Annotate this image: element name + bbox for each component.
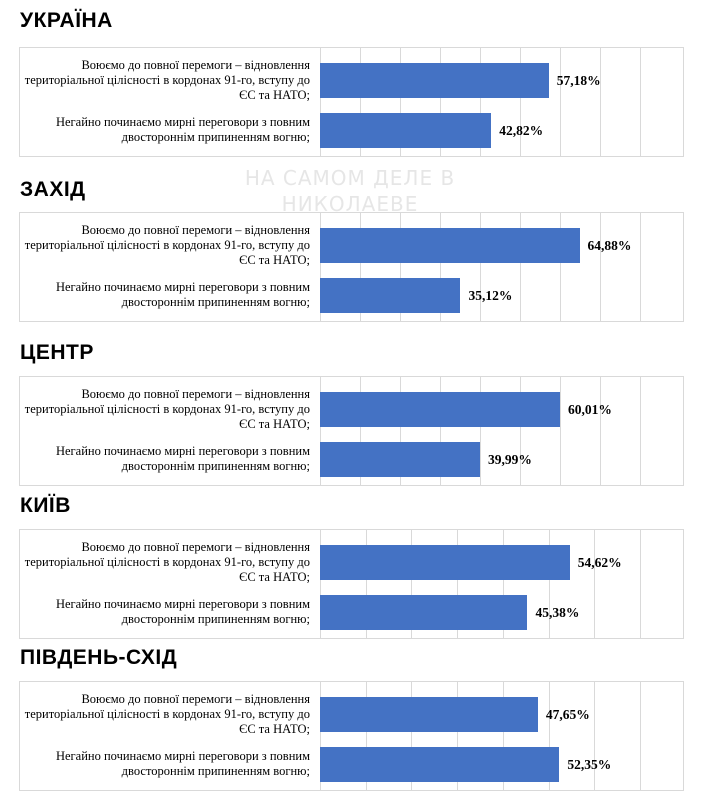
bar: [320, 113, 492, 148]
bar: [320, 595, 528, 630]
bar: [320, 228, 580, 263]
grid-line: [594, 682, 596, 790]
grid-line: [457, 530, 459, 638]
grid-line: [480, 48, 481, 156]
chart-title-1: ЗАХІД: [20, 178, 86, 201]
chart-title-4: ПІВДЕНЬ-СХІД: [20, 646, 178, 669]
chart-panel-2: Воюємо до повної перемоги – відновлення …: [19, 376, 684, 486]
grid-line: [560, 377, 561, 485]
value-label: 60,01%: [568, 402, 612, 417]
category-label: Негайно починаємо мирні переговори з пов…: [55, 597, 310, 626]
grid-line: [560, 48, 561, 156]
category-label: Воюємо до повної перемоги – відновлення …: [24, 222, 310, 267]
category-label: Воюємо до повної перемоги – відновлення …: [24, 57, 310, 102]
grid-line: [520, 48, 521, 156]
grid-line: [400, 377, 401, 485]
category-label: Воюємо до повної перемоги – відновлення …: [24, 691, 310, 736]
value-label: 42,82%: [499, 123, 544, 138]
bar: [320, 278, 461, 313]
category-label: Воюємо до повної перемоги – відновлення …: [24, 386, 310, 431]
grid-line: [440, 377, 441, 485]
value-label: 45,38%: [535, 605, 580, 620]
grid-line: [400, 213, 401, 321]
chart-panel-4: Воюємо до повної перемоги – відновлення …: [19, 681, 684, 791]
grid-line: [520, 213, 521, 321]
grid-line: [360, 377, 361, 485]
value-label: 39,99%: [487, 452, 532, 467]
value-label: 64,88%: [587, 238, 632, 253]
bar: [320, 545, 570, 580]
grid-line: [457, 682, 459, 790]
grid-line: [640, 682, 641, 790]
grid-line: [502, 682, 504, 790]
value-label: 35,12%: [468, 288, 513, 303]
grid-line: [440, 213, 441, 321]
grid-line: [548, 530, 550, 638]
grid-line: [600, 48, 601, 156]
grid-line: [600, 213, 601, 321]
chart-panel-0: Воюємо до повної перемоги – відновлення …: [19, 47, 684, 157]
category-label: Негайно починаємо мирні переговори з пов…: [55, 115, 310, 144]
grid-line: [360, 48, 361, 156]
grid-line: [411, 682, 413, 790]
grid-line: [320, 682, 321, 790]
value-label: 52,35%: [567, 757, 612, 772]
category-label: Негайно починаємо мирні переговори з пов…: [55, 280, 310, 309]
category-label: Негайно починаємо мирні переговори з пов…: [55, 749, 310, 778]
chart-title-0: УКРАЇНА: [20, 9, 113, 32]
grid-line: [320, 377, 321, 485]
grid-line: [440, 48, 441, 156]
grid-line: [360, 213, 361, 321]
grid-line: [520, 377, 521, 485]
bar: [320, 392, 561, 427]
value-label: 57,18%: [556, 73, 601, 88]
chart-title-2: ЦЕНТР: [20, 341, 94, 364]
grid-line: [320, 213, 321, 321]
value-label: 47,65%: [545, 707, 590, 722]
grid-line: [560, 213, 561, 321]
grid-line: [365, 530, 367, 638]
watermark-text: НА САМОМ ДЕЛЕ В НИКОЛАЕВЕ: [244, 166, 456, 216]
grid-line: [320, 48, 321, 156]
grid-line: [600, 377, 601, 485]
grid-line: [640, 48, 641, 156]
grid-line: [640, 530, 641, 638]
grid-line: [502, 530, 504, 638]
bar: [320, 63, 549, 98]
chart-title-3: КИЇВ: [20, 494, 71, 517]
value-label: 54,62%: [577, 555, 622, 570]
grid-line: [594, 530, 596, 638]
grid-line: [400, 48, 401, 156]
grid-line: [365, 682, 367, 790]
grid-line: [320, 530, 321, 638]
grid-line: [640, 377, 641, 485]
bar: [320, 442, 480, 477]
grid-line: [640, 213, 641, 321]
grid-line: [480, 213, 481, 321]
grid-line: [480, 377, 481, 485]
category-label: Негайно починаємо мирні переговори з пов…: [55, 444, 310, 473]
bar: [320, 697, 538, 732]
grid-line: [548, 682, 550, 790]
chart-panel-1: Воюємо до повної перемоги – відновлення …: [19, 212, 684, 322]
bar: [320, 747, 560, 782]
category-label: Воюємо до повної перемоги – відновлення …: [24, 539, 310, 584]
chart-panel-3: Воюємо до повної перемоги – відновлення …: [19, 529, 684, 639]
grid-line: [411, 530, 413, 638]
